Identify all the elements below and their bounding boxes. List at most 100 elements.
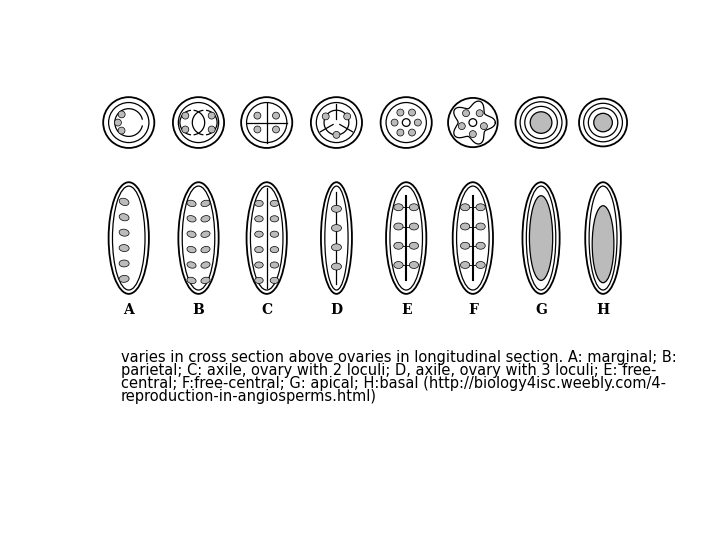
Ellipse shape (394, 261, 403, 268)
Circle shape (272, 112, 279, 119)
Circle shape (530, 112, 552, 133)
Text: A: A (123, 303, 134, 318)
Ellipse shape (270, 247, 279, 253)
Ellipse shape (119, 214, 129, 221)
Ellipse shape (409, 223, 418, 230)
Circle shape (408, 109, 415, 116)
Circle shape (254, 112, 261, 119)
Circle shape (594, 113, 612, 132)
Ellipse shape (255, 262, 264, 268)
Circle shape (520, 102, 562, 143)
Circle shape (118, 127, 125, 134)
Ellipse shape (187, 277, 196, 284)
Ellipse shape (201, 231, 210, 238)
Ellipse shape (201, 200, 210, 207)
Ellipse shape (529, 195, 553, 280)
Circle shape (272, 126, 279, 133)
Circle shape (114, 119, 122, 126)
Circle shape (397, 109, 404, 116)
Ellipse shape (593, 206, 614, 283)
Ellipse shape (270, 231, 279, 237)
Ellipse shape (201, 246, 210, 253)
Ellipse shape (331, 225, 341, 232)
Circle shape (323, 113, 329, 120)
Ellipse shape (255, 200, 264, 206)
Ellipse shape (187, 231, 196, 238)
Circle shape (316, 103, 356, 143)
Circle shape (386, 103, 426, 143)
Ellipse shape (179, 182, 219, 294)
Circle shape (208, 112, 215, 119)
Circle shape (408, 129, 415, 136)
Circle shape (381, 97, 432, 148)
Circle shape (173, 97, 224, 148)
Text: reproduction-in-angiosperms.html): reproduction-in-angiosperms.html) (121, 389, 377, 404)
Ellipse shape (270, 215, 279, 222)
Ellipse shape (476, 261, 485, 268)
Ellipse shape (255, 247, 264, 253)
Ellipse shape (394, 242, 403, 249)
Ellipse shape (251, 186, 283, 290)
Ellipse shape (187, 215, 196, 222)
Circle shape (448, 98, 498, 147)
Text: E: E (401, 303, 412, 318)
Text: D: D (330, 303, 343, 318)
Circle shape (469, 131, 477, 138)
Ellipse shape (331, 244, 341, 251)
Circle shape (182, 112, 189, 119)
Ellipse shape (526, 186, 556, 290)
Text: parietal; C: axile, ovary with 2 loculi; D, axile, ovary with 3 loculi; E: free-: parietal; C: axile, ovary with 2 loculi;… (121, 363, 657, 378)
Ellipse shape (270, 262, 279, 268)
Circle shape (414, 119, 421, 126)
Ellipse shape (461, 223, 469, 230)
Ellipse shape (461, 242, 469, 249)
Circle shape (391, 119, 398, 126)
Circle shape (179, 103, 219, 143)
Ellipse shape (456, 186, 489, 290)
Ellipse shape (394, 204, 403, 211)
Text: B: B (193, 303, 204, 318)
Circle shape (109, 103, 149, 143)
Ellipse shape (270, 200, 279, 206)
Circle shape (208, 126, 215, 133)
Circle shape (254, 126, 261, 133)
Circle shape (333, 131, 340, 138)
Ellipse shape (112, 186, 145, 290)
Ellipse shape (476, 242, 485, 249)
Ellipse shape (119, 275, 129, 282)
Circle shape (397, 129, 404, 136)
Ellipse shape (390, 186, 423, 290)
Ellipse shape (187, 246, 196, 253)
Ellipse shape (255, 278, 264, 284)
Circle shape (103, 97, 154, 148)
Text: varies in cross section above ovaries in longitudinal section. A: marginal; B:: varies in cross section above ovaries in… (121, 350, 677, 364)
Ellipse shape (255, 215, 264, 222)
Circle shape (311, 97, 362, 148)
Text: H: H (596, 303, 610, 318)
Ellipse shape (476, 223, 485, 230)
Ellipse shape (331, 263, 341, 270)
Circle shape (469, 119, 477, 126)
Ellipse shape (119, 229, 129, 236)
Ellipse shape (187, 200, 196, 207)
Ellipse shape (461, 204, 469, 211)
Ellipse shape (589, 186, 617, 290)
Ellipse shape (201, 262, 210, 268)
Ellipse shape (321, 182, 352, 294)
Ellipse shape (453, 182, 493, 294)
Circle shape (480, 123, 487, 130)
Ellipse shape (255, 231, 264, 237)
Ellipse shape (386, 182, 426, 294)
Circle shape (118, 111, 125, 118)
Ellipse shape (325, 186, 348, 290)
Text: G: G (535, 303, 547, 318)
Ellipse shape (201, 277, 210, 284)
Ellipse shape (409, 204, 418, 211)
Ellipse shape (201, 215, 210, 222)
Circle shape (182, 126, 189, 133)
Ellipse shape (187, 262, 196, 268)
Circle shape (459, 123, 465, 130)
Circle shape (402, 119, 410, 126)
Circle shape (462, 110, 469, 117)
Ellipse shape (331, 205, 341, 212)
